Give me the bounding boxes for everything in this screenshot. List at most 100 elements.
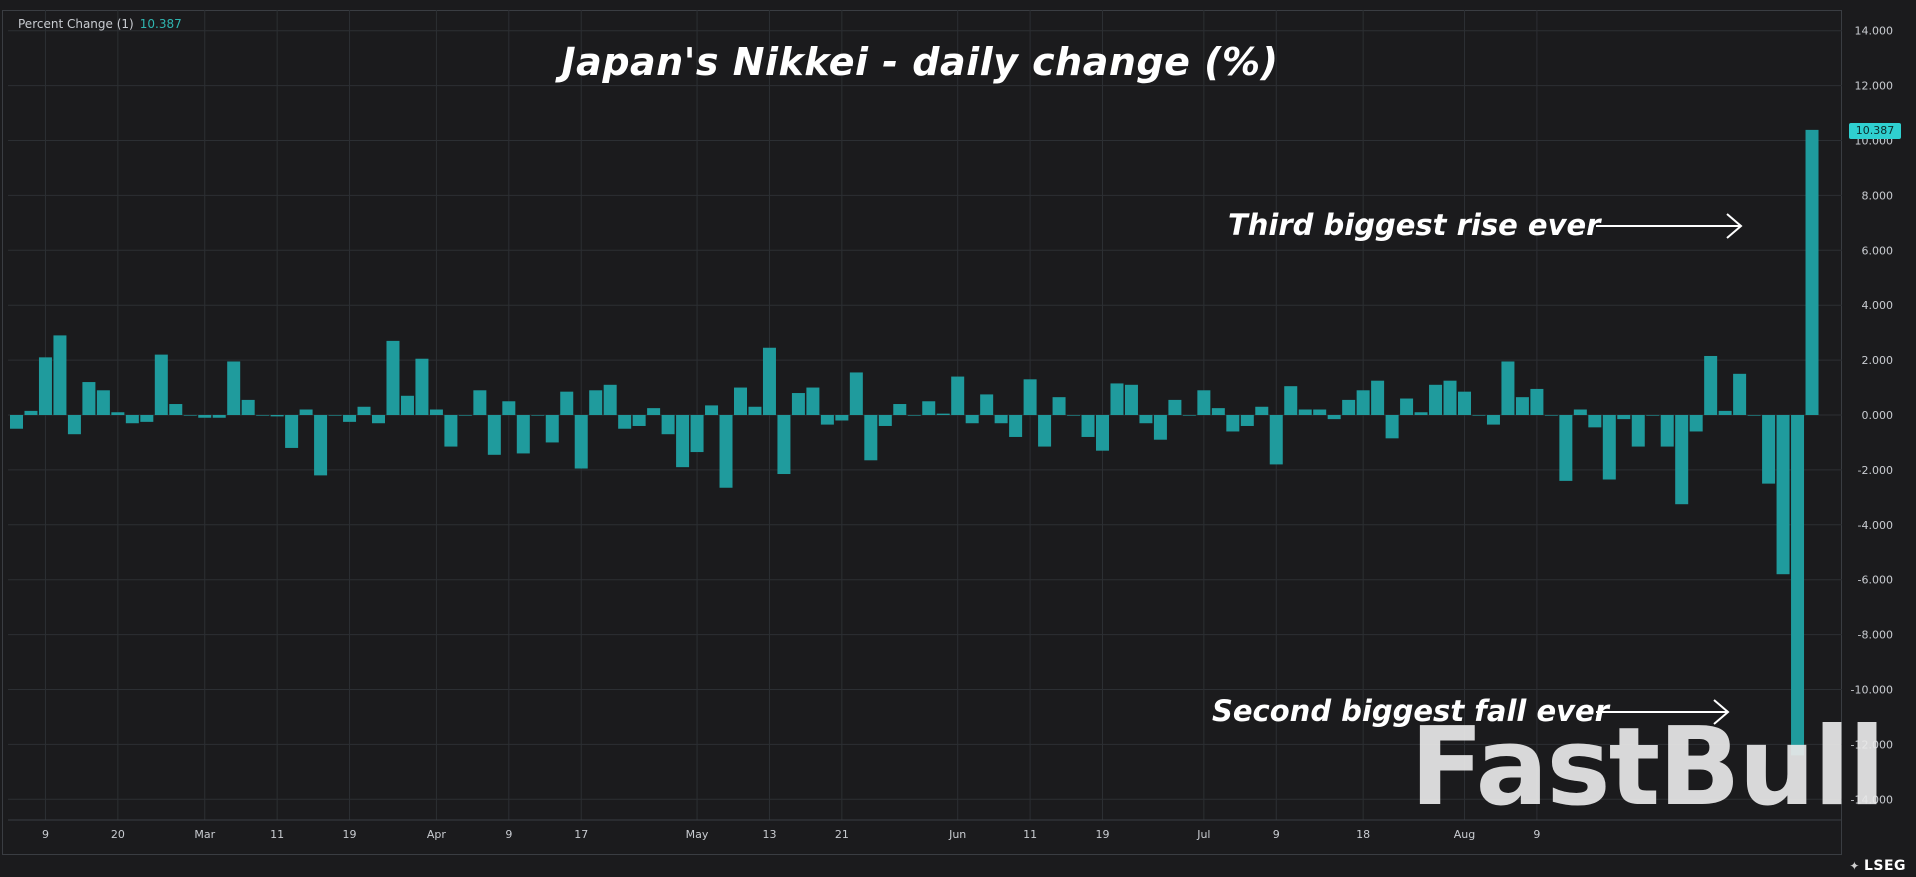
annotation-rise: Third biggest rise ever [1228,208,1601,242]
bar [53,335,67,415]
x-tick-label: 9 [1273,828,1280,841]
bar [299,409,313,415]
bar [1776,415,1790,575]
bar [487,415,501,455]
bar [1588,415,1602,428]
legend-label: Percent Change (1) [18,17,134,31]
x-tick-label: 18 [1356,828,1370,841]
x-tick-label: May [686,828,709,841]
x-tick-label: Aug [1454,828,1475,841]
bar [1472,415,1486,416]
bar [1139,415,1153,424]
bar [632,415,646,426]
bar [1240,415,1254,426]
bar [1805,129,1819,416]
x-tick-label: 21 [835,828,849,841]
x-tick-label: Jun [948,828,966,841]
bar [1660,415,1674,447]
bar [878,415,892,426]
bar [719,415,733,488]
bar [1791,415,1805,756]
bar [1646,415,1660,416]
bar [473,390,487,415]
bar [169,404,183,415]
bar [1182,415,1196,416]
bar [400,395,414,415]
bar [1038,415,1052,447]
bar [227,361,241,415]
legend: Percent Change (1) 10.387 [18,17,182,31]
y-tick-label: 8.000 [1862,189,1894,202]
bar [1313,409,1327,415]
x-tick-label: 19 [343,828,357,841]
bar [270,415,284,417]
bar [1110,383,1124,415]
y-tick-label: 0.000 [1862,409,1894,422]
bar [1559,415,1573,481]
y-tick-label: 6.000 [1862,244,1894,257]
bar [806,387,820,415]
rise-arrow-head [1726,213,1743,239]
bar [1052,397,1066,415]
bar [154,354,168,415]
legend-value: 10.387 [139,17,182,31]
bar [1747,415,1761,416]
x-tick-label: 20 [111,828,125,841]
x-tick-label: 9 [42,828,49,841]
y-tick-label: 2.000 [1862,354,1894,367]
bar [849,372,863,415]
y-tick-label: -4.000 [1858,519,1893,532]
brand-label: LSEG [1863,858,1906,874]
bar [1197,390,1211,415]
bar [1515,397,1529,415]
x-tick-label: 19 [1096,828,1110,841]
bar [38,357,52,415]
bar [183,415,197,416]
bar [545,415,559,443]
bar [603,384,617,415]
x-tick-label: 11 [270,828,284,841]
bar [791,393,805,415]
bar [256,415,270,416]
fall-arrow-head [1713,699,1730,725]
bar [1458,391,1471,415]
bar [386,340,400,415]
y-tick-label: -14.000 [1851,793,1893,806]
bar [82,382,96,415]
x-tick-label: 9 [1533,828,1540,841]
bar [328,415,342,416]
y-tick-label: 4.000 [1862,299,1894,312]
bar [140,415,154,422]
bar [1298,409,1312,415]
bar [212,415,226,418]
bar [1689,415,1703,432]
bar [285,415,299,448]
chart-title: Japan's Nikkei - daily change (%) [561,40,1279,84]
bar [560,391,574,415]
bar [1486,415,1500,425]
y-tick-label: 12.000 [1855,80,1894,93]
bar [1704,355,1718,415]
bar [1096,415,1109,451]
bar [1429,384,1443,415]
bar [429,409,443,415]
bar [1530,388,1544,415]
y-tick-label: -2.000 [1858,464,1893,477]
bar [1762,415,1776,484]
bar [951,376,965,415]
bar [1356,390,1370,415]
bar [10,415,23,429]
bar [1371,380,1385,415]
bar [690,415,704,453]
bar [1327,415,1341,420]
bar [1400,398,1414,415]
bar [676,415,690,468]
bar [1269,415,1283,465]
bar [965,415,979,424]
bar [1081,415,1095,437]
bar [777,415,791,475]
bar [1009,415,1023,437]
bar [618,415,632,429]
bar [1602,415,1616,480]
last-value-badge: 10.387 [1849,123,1901,139]
